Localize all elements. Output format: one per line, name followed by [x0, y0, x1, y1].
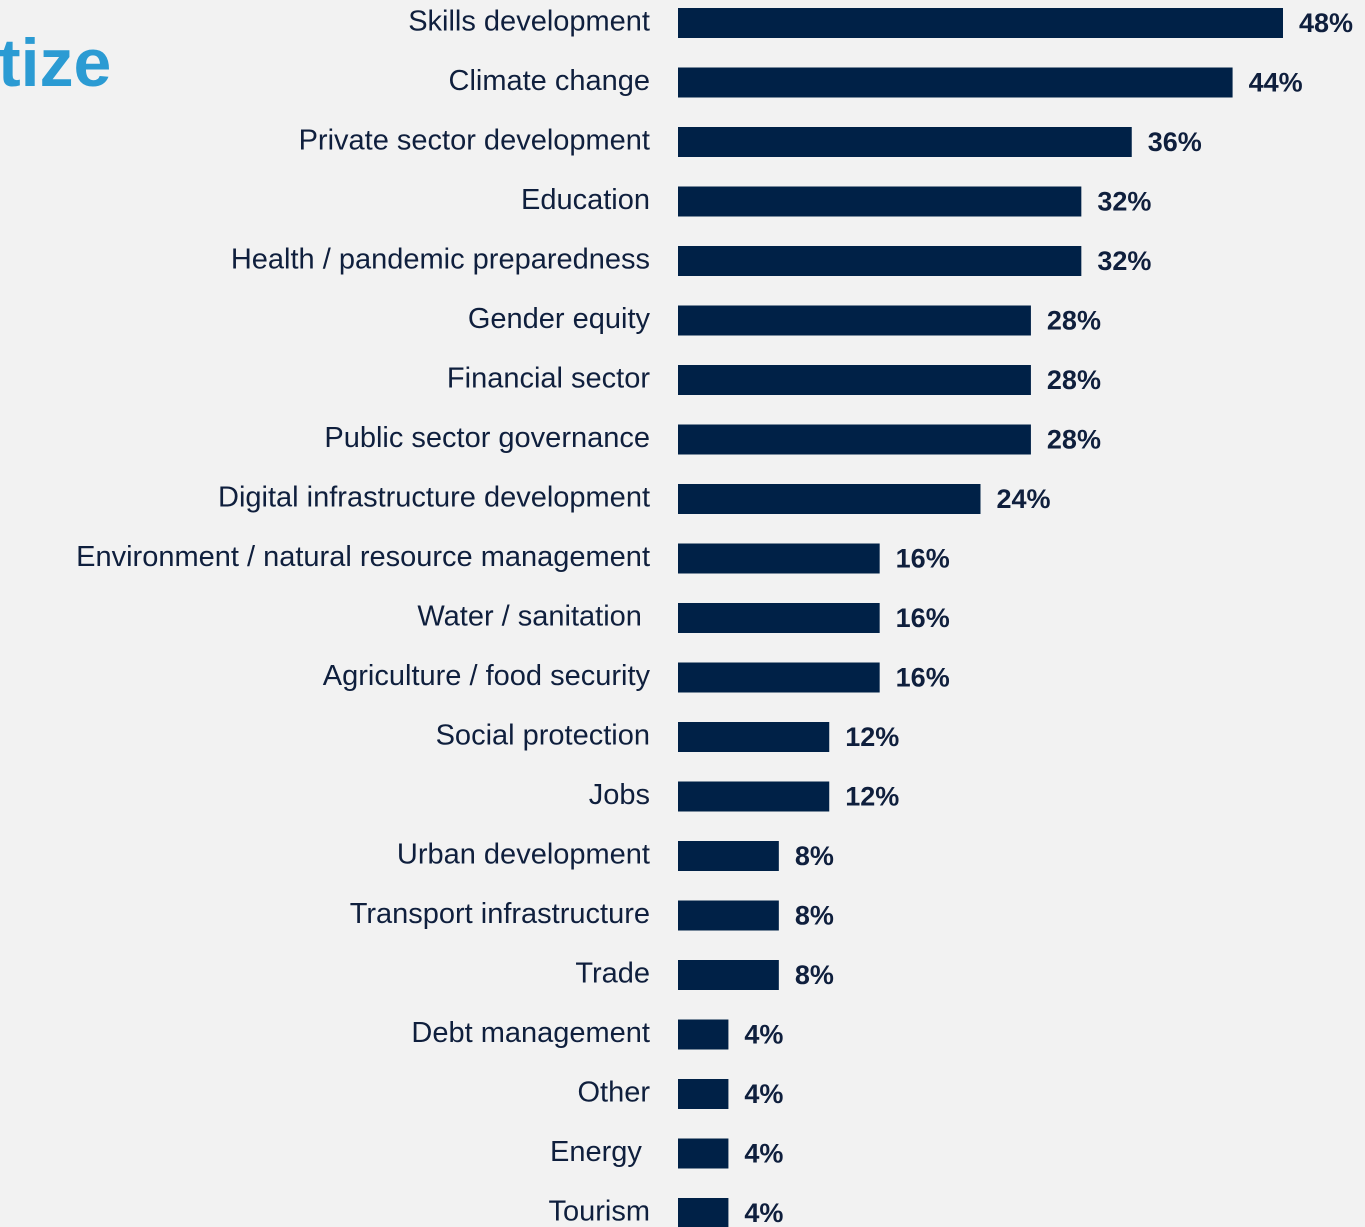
bar: [678, 722, 830, 752]
bar: [678, 1198, 729, 1227]
bar: [678, 781, 830, 812]
value-label: 8%: [795, 901, 834, 931]
value-label: 28%: [1047, 425, 1101, 455]
value-label: 8%: [795, 960, 834, 990]
value-label: 28%: [1047, 306, 1101, 336]
category-label: Gender equity: [468, 303, 651, 335]
category-label: Education: [521, 184, 650, 216]
value-label: 16%: [896, 603, 950, 633]
value-label: 4%: [744, 1020, 783, 1050]
value-label: 12%: [845, 782, 899, 812]
value-label: 44%: [1249, 68, 1303, 98]
bar: [678, 305, 1031, 336]
category-label: Climate change: [449, 65, 651, 97]
category-label: Tourism: [548, 1196, 650, 1227]
value-label: 32%: [1097, 187, 1151, 217]
value-label: 4%: [744, 1139, 783, 1169]
category-label: Environment / natural resource managemen…: [76, 541, 650, 573]
value-label: 12%: [845, 722, 899, 752]
bar: [678, 8, 1283, 38]
bar: [678, 960, 779, 990]
category-label: Trade: [575, 958, 650, 990]
bar: [678, 424, 1031, 455]
category-label: Other: [577, 1077, 650, 1109]
category-label: Agriculture / food security: [323, 660, 651, 692]
chart-title: tize: [0, 25, 111, 101]
bar: [678, 67, 1233, 98]
category-label: Water / sanitation: [417, 601, 650, 633]
value-label: 28%: [1047, 365, 1101, 395]
bar: [678, 543, 880, 574]
value-label: 36%: [1148, 127, 1202, 157]
bar: [678, 603, 880, 633]
category-label: Energy: [550, 1136, 650, 1168]
category-label: Private sector development: [299, 125, 650, 157]
bar: [678, 246, 1082, 276]
bar: [678, 1138, 729, 1169]
value-label: 24%: [997, 484, 1051, 514]
value-label: 8%: [795, 841, 834, 871]
category-label: Financial sector: [447, 363, 650, 395]
value-label: 16%: [896, 544, 950, 574]
bar: [678, 484, 981, 514]
value-label: 4%: [744, 1079, 783, 1109]
category-label: Health / pandemic preparedness: [231, 244, 650, 276]
value-label: 4%: [744, 1198, 783, 1227]
category-label: Debt management: [411, 1017, 650, 1049]
bar: [678, 186, 1082, 217]
category-label: Urban development: [397, 839, 650, 871]
category-label: Skills development: [408, 6, 650, 38]
category-label: Jobs: [589, 779, 650, 811]
bar: [678, 1079, 729, 1109]
bar: [678, 841, 779, 871]
category-label: Social protection: [436, 720, 650, 752]
value-label: 48%: [1299, 8, 1353, 38]
value-label: 16%: [896, 663, 950, 693]
value-label: 32%: [1097, 246, 1151, 276]
bar: [678, 127, 1132, 157]
bar: [678, 365, 1031, 395]
category-label: Transport infrastructure: [350, 898, 650, 930]
bar: [678, 1019, 729, 1050]
bar: [678, 900, 779, 931]
category-label: Digital infrastructure development: [218, 482, 650, 514]
bar: [678, 662, 880, 693]
category-label: Public sector governance: [324, 422, 650, 454]
